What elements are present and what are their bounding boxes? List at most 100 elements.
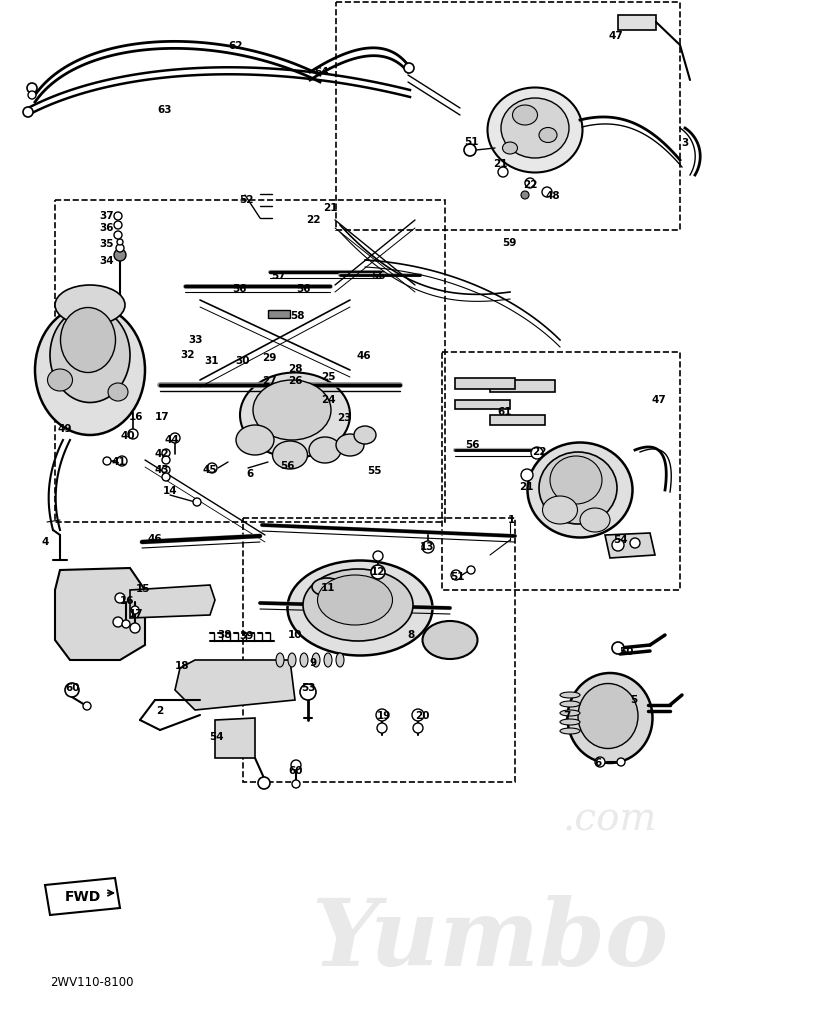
Ellipse shape: [276, 653, 284, 667]
Text: 2WV110-8100: 2WV110-8100: [50, 977, 134, 990]
Text: 54: 54: [209, 732, 224, 742]
Text: 51: 51: [464, 137, 479, 147]
Text: 14: 14: [163, 486, 177, 495]
Bar: [490, 415, 545, 425]
Text: 5: 5: [631, 695, 637, 705]
Circle shape: [113, 617, 123, 627]
Circle shape: [371, 565, 385, 579]
Circle shape: [258, 777, 270, 790]
Bar: [268, 310, 290, 318]
Circle shape: [162, 466, 170, 474]
Circle shape: [498, 167, 508, 177]
Text: 19: 19: [376, 711, 391, 721]
Text: 60: 60: [66, 683, 81, 693]
Circle shape: [170, 433, 180, 443]
Circle shape: [122, 620, 130, 628]
Text: 42: 42: [155, 449, 170, 458]
Ellipse shape: [528, 442, 632, 538]
Text: 47: 47: [652, 395, 666, 405]
Ellipse shape: [300, 653, 308, 667]
Text: 50: 50: [619, 647, 633, 657]
Text: 60: 60: [288, 766, 303, 776]
Circle shape: [65, 683, 79, 697]
Circle shape: [117, 456, 127, 466]
Circle shape: [292, 780, 300, 788]
Ellipse shape: [312, 578, 342, 596]
Ellipse shape: [560, 701, 580, 707]
Ellipse shape: [336, 434, 364, 456]
Text: 39: 39: [238, 631, 253, 641]
Text: .com: .com: [563, 802, 657, 839]
Text: FWD: FWD: [65, 890, 101, 904]
Ellipse shape: [317, 575, 392, 625]
Text: 32: 32: [181, 350, 195, 360]
Text: 6: 6: [594, 758, 602, 768]
Text: 48: 48: [546, 191, 560, 201]
Text: 21: 21: [493, 159, 507, 169]
Text: 43: 43: [155, 465, 170, 475]
Text: 46: 46: [148, 534, 162, 544]
Text: 47: 47: [608, 31, 623, 41]
Ellipse shape: [312, 653, 320, 667]
Circle shape: [373, 551, 383, 561]
Text: 21: 21: [519, 482, 534, 492]
Text: 40: 40: [120, 431, 135, 441]
Circle shape: [521, 191, 529, 199]
Ellipse shape: [513, 105, 538, 125]
Ellipse shape: [539, 127, 557, 143]
Text: 29: 29: [262, 353, 276, 363]
Circle shape: [413, 723, 423, 733]
Text: 1: 1: [508, 515, 514, 525]
Ellipse shape: [35, 305, 145, 435]
Ellipse shape: [354, 426, 376, 444]
Text: 21: 21: [322, 203, 337, 213]
Text: 16: 16: [129, 412, 143, 423]
Ellipse shape: [422, 621, 478, 659]
Text: 45: 45: [203, 465, 218, 475]
Text: 41: 41: [111, 457, 126, 467]
Circle shape: [114, 221, 122, 229]
Polygon shape: [55, 568, 145, 660]
Ellipse shape: [288, 653, 296, 667]
Ellipse shape: [543, 495, 578, 524]
Bar: [618, 15, 656, 30]
Bar: [442, 352, 680, 590]
Circle shape: [114, 249, 126, 261]
Ellipse shape: [568, 673, 652, 763]
Text: 44: 44: [165, 435, 179, 445]
Ellipse shape: [47, 369, 72, 391]
Circle shape: [467, 566, 475, 574]
Text: 17: 17: [155, 412, 170, 423]
Ellipse shape: [236, 425, 274, 455]
Ellipse shape: [336, 653, 344, 667]
Text: 55: 55: [366, 466, 381, 476]
Text: 53: 53: [301, 683, 315, 693]
Text: 20: 20: [415, 711, 430, 721]
Polygon shape: [130, 585, 215, 618]
Circle shape: [162, 456, 170, 464]
Circle shape: [451, 570, 461, 580]
Circle shape: [128, 429, 138, 439]
Ellipse shape: [560, 710, 580, 715]
Circle shape: [612, 539, 624, 551]
Polygon shape: [175, 660, 295, 710]
Text: 51: 51: [450, 572, 465, 582]
Text: 54: 54: [613, 535, 628, 545]
Circle shape: [130, 623, 140, 633]
Text: 17: 17: [129, 609, 143, 619]
Bar: [55, 200, 445, 522]
Circle shape: [612, 642, 624, 654]
Bar: [490, 380, 555, 392]
Text: 6: 6: [246, 469, 253, 479]
Text: 22: 22: [523, 180, 538, 190]
Circle shape: [531, 447, 543, 458]
Text: 49: 49: [57, 424, 72, 434]
Polygon shape: [605, 533, 655, 558]
Text: 61: 61: [498, 407, 512, 417]
Text: 59: 59: [502, 238, 516, 248]
Text: 31: 31: [204, 356, 219, 366]
Ellipse shape: [108, 383, 128, 401]
Text: 7: 7: [563, 711, 571, 721]
Ellipse shape: [273, 441, 307, 469]
Text: 36: 36: [100, 223, 114, 233]
